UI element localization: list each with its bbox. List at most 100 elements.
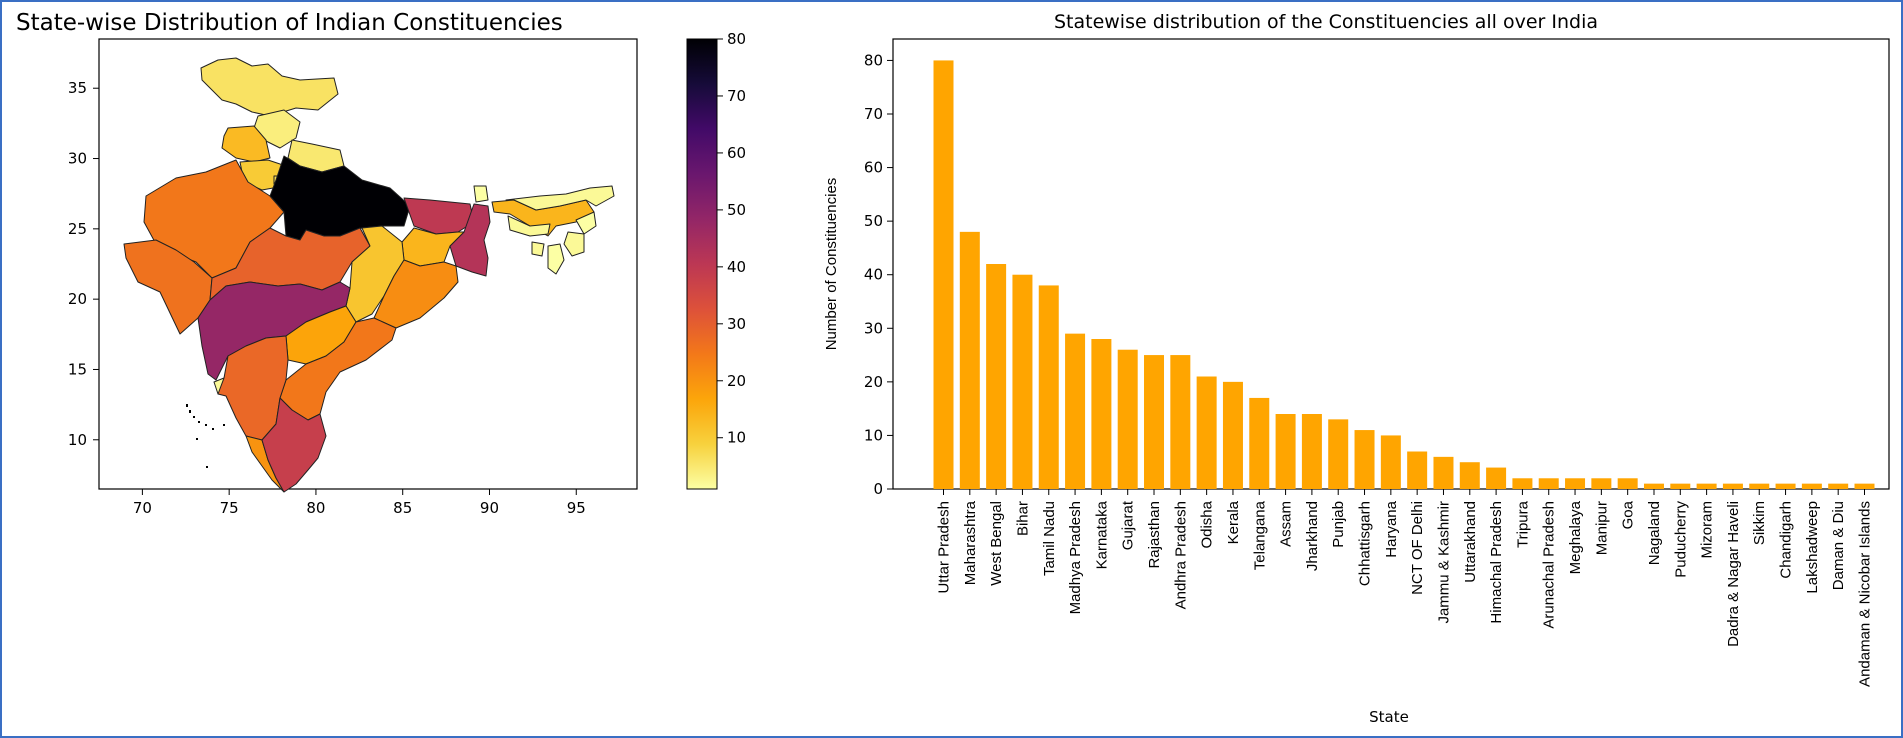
bar-x-tick-label: Madhya Pradesh: [1067, 501, 1084, 614]
bar: [1117, 349, 1138, 489]
region-mizoram: [547, 243, 565, 275]
map-y-tick-label: 35: [68, 79, 87, 97]
map-title: State-wise Distribution of Indian Consti…: [16, 10, 563, 36]
bar-x-tick-label: Puducherry: [1672, 501, 1689, 578]
andaman-nicobar-islands: [186, 404, 225, 468]
region-tamil-nadu: [261, 397, 327, 493]
bar: [1565, 478, 1586, 489]
map-y-tick-label: 30: [68, 150, 87, 168]
map-y-tick-label: 10: [68, 431, 87, 449]
colorbar-tick-label: 50: [727, 201, 746, 219]
bar-x-tick-label: Uttar Pradesh: [936, 501, 953, 594]
bar-chart-title: Statewise distribution of the Constituen…: [1054, 11, 1598, 33]
bar-x-axis-label: State: [1369, 708, 1409, 726]
bar: [1775, 483, 1796, 489]
bar-plot-area: [892, 38, 1890, 490]
bar: [1038, 285, 1059, 489]
bar-x-tick-label: Karnataka: [1093, 500, 1110, 569]
bar-y-ticks: 0 10 20 30 40 50 60 70 80: [864, 51, 893, 498]
bar-x-tick-label: NCT OF Delhi: [1409, 501, 1426, 595]
bar: [1301, 414, 1322, 489]
region-meghalaya: [507, 215, 551, 237]
bar: [1380, 435, 1401, 489]
bar-x-tick-label: West Bengal: [988, 501, 1005, 586]
bar-x-tick-label: Mizoram: [1699, 501, 1716, 559]
bar-x-tick-label: Jammu & Kashmir: [1435, 501, 1452, 624]
bar: [1828, 483, 1849, 489]
map-y-ticks: 10 15 20 25 30 35: [68, 79, 99, 449]
bar: [1801, 483, 1822, 489]
bar-y-tick-label: 50: [864, 212, 883, 230]
map-y-tick-label: 15: [68, 360, 87, 378]
bar: [986, 264, 1007, 489]
bar-x-ticks: Uttar Pradesh Maharashtra West Bengal Bihar…: [936, 489, 1874, 687]
bar-x-tick-label: Dadra & Nagar Haveli: [1725, 501, 1742, 647]
colorbar-tick-label: 70: [727, 87, 746, 105]
bar-x-tick-label: Manipur: [1593, 501, 1610, 555]
bar: [1222, 381, 1243, 489]
bar-x-tick-label: Punjab: [1330, 501, 1347, 548]
bar-x-tick-label: Daman & Diu: [1830, 501, 1847, 590]
bar-x-tick-label: Arunachal Pradesh: [1541, 501, 1558, 629]
bar-x-tick-label: Odisha: [1199, 500, 1216, 548]
bar-x-tick-label: Haryana: [1383, 500, 1400, 557]
bar: [1144, 355, 1165, 489]
bar: [1696, 483, 1717, 489]
map-axes: 70 75 80 85 90 95 10 15 20 25 30 35: [68, 38, 638, 517]
map-x-tick-label: 80: [306, 499, 325, 517]
map-x-tick-label: 85: [393, 499, 412, 517]
bar-x-tick-label: Meghalaya: [1567, 500, 1584, 574]
bar: [1617, 478, 1638, 489]
bar-x-tick-label: Chandigarh: [1778, 501, 1795, 579]
bar-x-tick-label: Jharkhand: [1304, 501, 1321, 571]
bar-y-tick-label: 30: [864, 319, 883, 337]
bar-x-tick-label: Tamil Nadu: [1041, 501, 1058, 576]
map-x-tick-label: 75: [220, 499, 239, 517]
bar: [1512, 478, 1533, 489]
india-map: [123, 57, 615, 493]
bar-x-tick-label: Assam: [1278, 501, 1295, 547]
bar: [1643, 483, 1664, 489]
region-odisha: [373, 259, 459, 329]
colorbar-gradient: [686, 38, 718, 490]
bar-x-tick-label: Maharashtra: [962, 500, 979, 585]
bar-x-tick-label: Himachal Pradesh: [1488, 501, 1505, 624]
map-y-tick-label: 20: [68, 290, 87, 308]
colorbar-tick-label: 80: [727, 30, 746, 48]
bar-y-tick-label: 20: [864, 373, 883, 391]
bar: [1328, 419, 1349, 489]
bar-chart-axes: 0 10 20 30 40 50 60 70 80 Uttar Pradesh Maharasht…: [823, 38, 1890, 726]
region-tripura: [531, 241, 545, 257]
bar-x-tick-label: Telangana: [1251, 500, 1268, 570]
map-x-tick-label: 95: [567, 499, 586, 517]
bar: [1091, 339, 1112, 489]
bar-x-tick-label: Andhra Pradesh: [1172, 501, 1189, 609]
bar-series: [933, 60, 1875, 490]
bar-y-tick-label: 0: [873, 480, 883, 498]
region-sikkim: [473, 185, 489, 203]
region-nagaland: [575, 211, 597, 235]
colorbar-tick-label: 40: [727, 258, 746, 276]
bar-y-tick-label: 10: [864, 426, 883, 444]
bar-x-tick-label: Gujarat: [1120, 500, 1137, 550]
bar-x-tick-label: Tripura: [1514, 500, 1531, 548]
bar-y-tick-label: 70: [864, 105, 883, 123]
bar: [1354, 430, 1375, 489]
bar-x-tick-label: Nagaland: [1646, 501, 1663, 565]
bar-x-tick-label: Chhattisgarh: [1357, 501, 1374, 586]
bar-y-tick-label: 60: [864, 159, 883, 177]
bar: [1854, 483, 1875, 489]
bar: [1407, 451, 1428, 489]
map-y-tick-label: 25: [68, 220, 87, 238]
map-x-tick-label: 90: [480, 499, 499, 517]
region-manipur: [563, 231, 585, 257]
colorbar-tick-label: 20: [727, 372, 746, 390]
bar: [1065, 333, 1086, 489]
bar: [1749, 483, 1770, 489]
bar-y-axis-label: Number of Constituencies: [823, 178, 840, 351]
colorbar: 10 20 30 40 50 60 70 80: [686, 30, 746, 490]
bar-y-tick-label: 40: [864, 266, 883, 284]
bar-x-tick-label: Rajasthan: [1146, 501, 1163, 569]
bar: [1275, 414, 1296, 489]
bar-x-tick-label: Kerala: [1225, 500, 1242, 544]
